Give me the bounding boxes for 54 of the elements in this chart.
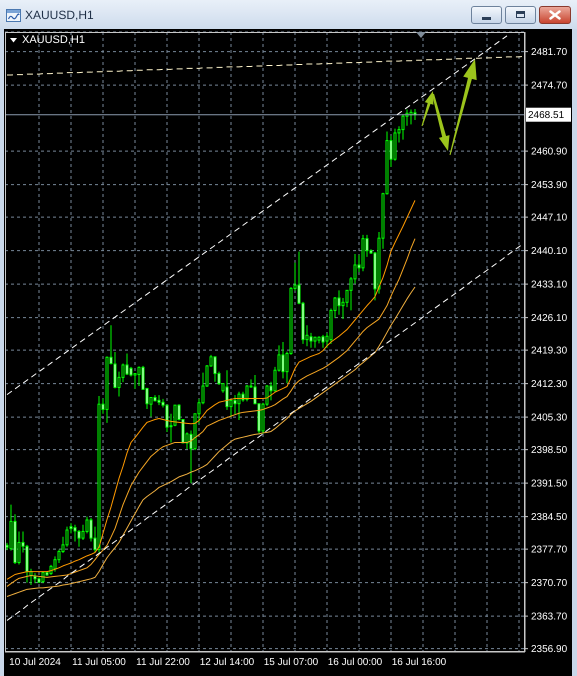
candlestick <box>70 522 72 534</box>
y-tick-label: 2440.10 <box>531 246 568 258</box>
chart-title: XAUUSD,H1 <box>25 8 94 22</box>
y-tick-label: 2412.30 <box>531 379 568 390</box>
y-tick-label: 2453.90 <box>531 180 568 192</box>
candlestick <box>310 332 312 348</box>
candlestick <box>114 352 116 389</box>
candlestick <box>174 404 176 427</box>
candlestick <box>214 356 216 382</box>
candlestick <box>246 384 248 402</box>
candlestick <box>34 572 36 584</box>
x-tick-label: 11 Jul 05:00 <box>72 657 126 668</box>
x-tick-label: 15 Jul 07:00 <box>264 657 319 668</box>
y-tick-label: 2356.90 <box>531 644 568 656</box>
y-tick-label: 2481.70 <box>531 47 568 58</box>
line-series <box>6 35 508 396</box>
y-tick-label: 2384.50 <box>531 512 568 524</box>
ref-line-label: 2468.51 <box>528 110 565 122</box>
y-tick-label: 2433.10 <box>531 280 568 291</box>
y-tick-label: 2391.50 <box>531 478 568 490</box>
y-tick-label: 2419.30 <box>531 346 568 357</box>
line-series <box>6 286 416 598</box>
line-series <box>6 56 524 76</box>
y-tick-label: 2377.70 <box>531 544 568 556</box>
candlestick <box>314 336 316 348</box>
y-tick-label: 2447.10 <box>531 212 568 224</box>
candlestick <box>338 290 340 316</box>
x-tick-label: 16 Jul 16:00 <box>392 657 447 668</box>
y-tick-label: 2474.70 <box>531 80 568 92</box>
candlestick <box>78 530 80 548</box>
candlestick <box>226 370 228 410</box>
x-tick-label: 10 Jul 2024 <box>9 657 62 668</box>
candlestick <box>74 524 76 542</box>
y-tick-label: 2405.30 <box>531 412 568 424</box>
candlestick <box>126 352 128 376</box>
y-tick-label: 2370.70 <box>531 578 568 590</box>
y-tick-label: 2426.10 <box>531 313 568 324</box>
candlestick <box>402 114 404 140</box>
candlestick <box>282 342 284 379</box>
x-tick-label: 16 Jul 00:00 <box>328 657 383 668</box>
y-tick-label: 2460.90 <box>531 146 568 158</box>
candlestick <box>138 366 140 387</box>
y-tick-label: 2398.50 <box>531 445 568 456</box>
line-series <box>6 243 524 621</box>
y-tick-label: 2363.70 <box>531 612 568 623</box>
candlestick <box>130 366 132 377</box>
x-tick-label: 12 Jul 14:00 <box>200 657 255 668</box>
x-tick-label: 11 Jul 22:00 <box>136 657 190 668</box>
candlestick <box>158 394 160 406</box>
candlestick <box>234 394 236 415</box>
candlestick <box>238 391 240 420</box>
candlestick <box>166 404 168 432</box>
chart-subtitle: XAUUSD,H1 <box>22 34 85 47</box>
candlestick <box>322 334 324 348</box>
